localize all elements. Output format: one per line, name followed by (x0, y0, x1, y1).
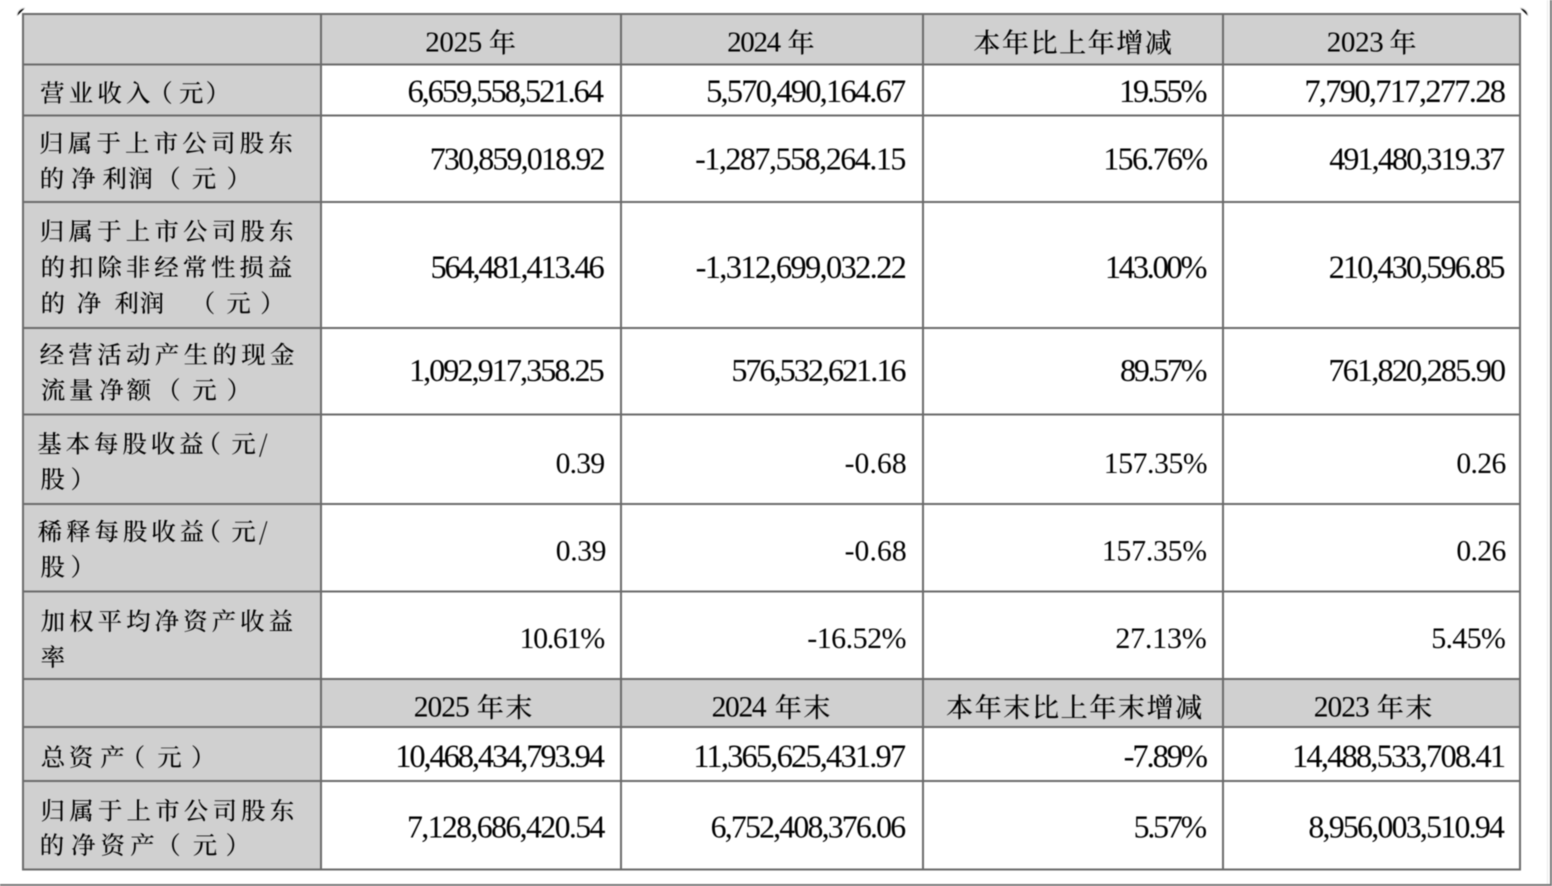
svg-text:10,468,434,793.94: 10,468,434,793.94 (395, 739, 605, 775)
svg-text:0.26: 0.26 (1456, 536, 1505, 568)
svg-text:-16.52%: -16.52% (807, 622, 906, 655)
svg-text:11,365,625,431.97: 11,365,625,431.97 (693, 739, 906, 775)
svg-text:2023: 2023 (1314, 691, 1369, 723)
svg-text:576,532,621.16: 576,532,621.16 (731, 352, 906, 388)
svg-text:5.57%: 5.57% (1134, 810, 1207, 845)
svg-text:156.76%: 156.76% (1103, 141, 1207, 177)
svg-text:-1,312,699,032.22: -1,312,699,032.22 (696, 250, 906, 286)
svg-text:7,128,686,420.54: 7,128,686,420.54 (407, 810, 606, 845)
svg-text:2025: 2025 (425, 27, 482, 59)
svg-text:5.45%: 5.45% (1431, 622, 1505, 655)
svg-text:1,092,917,358.25: 1,092,917,358.25 (409, 352, 604, 388)
svg-text:2024: 2024 (712, 691, 767, 723)
svg-text:491,480,319.37: 491,480,319.37 (1329, 141, 1505, 177)
svg-text:89.57%: 89.57% (1120, 352, 1207, 388)
svg-text:8,956,003,510.94: 8,956,003,510.94 (1308, 810, 1505, 845)
svg-text:27.13%: 27.13% (1115, 622, 1206, 655)
svg-text:0.39: 0.39 (556, 448, 605, 480)
svg-text:210,430,596.85: 210,430,596.85 (1329, 250, 1505, 286)
svg-text:2025: 2025 (414, 691, 469, 723)
svg-text:730,859,018.92: 730,859,018.92 (430, 141, 605, 177)
svg-text:19.55%: 19.55% (1119, 74, 1207, 110)
svg-text:143.00%: 143.00% (1105, 250, 1207, 286)
svg-text:6,752,408,376.06: 6,752,408,376.06 (711, 810, 906, 845)
svg-text:14,488,533,708.41: 14,488,533,708.41 (1292, 739, 1505, 775)
svg-text:7,790,717,277.28: 7,790,717,277.28 (1304, 74, 1505, 110)
svg-text:2023: 2023 (1327, 27, 1384, 59)
svg-text:0.39: 0.39 (556, 536, 606, 568)
svg-text:564,481,413.46: 564,481,413.46 (430, 250, 604, 286)
svg-text:10.61%: 10.61% (520, 622, 605, 655)
svg-text:-1,287,558,264.15: -1,287,558,264.15 (695, 141, 905, 177)
svg-text:-7.89%: -7.89% (1124, 739, 1207, 775)
svg-text:5,570,490,164.67: 5,570,490,164.67 (706, 74, 906, 110)
svg-text:-0.68: -0.68 (845, 536, 907, 568)
svg-text:761,820,285.90: 761,820,285.90 (1328, 352, 1505, 388)
svg-text:2024: 2024 (727, 27, 782, 59)
svg-text:157.35%: 157.35% (1104, 448, 1207, 480)
svg-text:6,659,558,521.64: 6,659,558,521.64 (407, 74, 603, 110)
svg-text:-0.68: -0.68 (845, 448, 907, 480)
svg-text:0.26: 0.26 (1456, 448, 1505, 480)
svg-text:157.35%: 157.35% (1102, 536, 1207, 568)
